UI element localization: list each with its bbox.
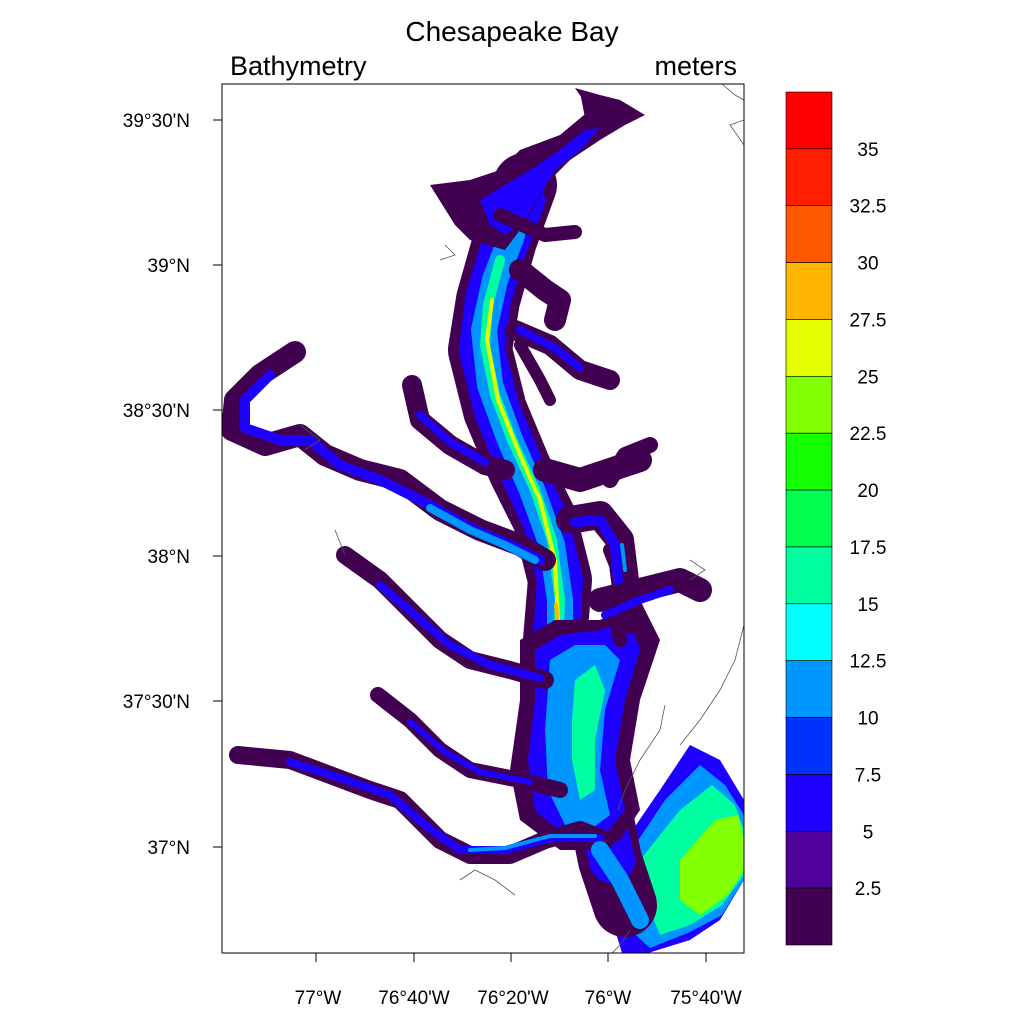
lat-label: 37°N bbox=[148, 838, 190, 859]
bathymetry-field bbox=[222, 88, 744, 953]
colorbar-label: 5 bbox=[863, 822, 874, 843]
colorbar-label: 10 bbox=[857, 709, 878, 730]
colorbar-box bbox=[785, 660, 833, 718]
colorbar-box bbox=[785, 546, 833, 605]
patuxent-river-mid bbox=[416, 411, 489, 466]
colorbar-label: 27.5 bbox=[850, 310, 887, 331]
lat-labels: 39°30'N 39°N 38°30'N 38°N 37°30'N 37°N bbox=[123, 111, 190, 859]
colorbar-box bbox=[785, 830, 833, 889]
potomac-river-channel bbox=[426, 504, 539, 564]
lon-ticks bbox=[315, 953, 707, 962]
york-river-mid bbox=[407, 719, 533, 785]
colorbar-box bbox=[785, 262, 833, 320]
right-subtitle: meters bbox=[654, 51, 737, 81]
colorbar-label: 32.5 bbox=[850, 197, 887, 218]
coastline-west-5 bbox=[689, 559, 706, 581]
coastline bbox=[299, 84, 744, 953]
eastern-trib-6 bbox=[602, 437, 658, 488]
coastline-west-3 bbox=[459, 869, 516, 896]
eastern-trib-7 bbox=[493, 208, 582, 242]
colorbar-labels: 35 32.5 30 27.5 25 22.5 20 17.5 15 12.5 10 7.5 5 2.5 bbox=[850, 140, 887, 900]
coastline-west-1 bbox=[334, 529, 346, 556]
map-title: Chesapeake Bay bbox=[405, 16, 619, 47]
lon-label: 75°40'W bbox=[670, 988, 741, 1009]
coastline-south-west bbox=[617, 704, 666, 811]
coastline-east-upper bbox=[721, 84, 744, 101]
eastern-trib-8 bbox=[514, 339, 556, 406]
rappahannock-river-shallow bbox=[336, 546, 554, 689]
colorbar-box bbox=[785, 91, 833, 150]
colorbar-label: 20 bbox=[857, 481, 878, 502]
colorbar-box bbox=[785, 887, 833, 946]
colorbar-label: 7.5 bbox=[855, 765, 881, 786]
colorbar-label: 35 bbox=[857, 140, 878, 161]
lat-label: 38°N bbox=[148, 547, 190, 568]
western-rivers bbox=[222, 341, 649, 929]
lat-label: 37°30'N bbox=[123, 692, 190, 713]
james-river-channel bbox=[468, 834, 597, 852]
colorbar bbox=[785, 91, 833, 946]
colorbar-label: 15 bbox=[857, 595, 878, 616]
lon-label: 77°W bbox=[295, 988, 342, 1009]
colorbar-box bbox=[785, 774, 833, 832]
lon-label: 76°W bbox=[585, 988, 632, 1009]
eastern-trib-1 bbox=[509, 259, 571, 331]
colorbar-box bbox=[785, 148, 833, 207]
lower-bay-deep bbox=[572, 665, 605, 800]
colorbar-label: 25 bbox=[857, 367, 878, 388]
upper-bay-cove bbox=[580, 92, 612, 125]
colorbar-label: 22.5 bbox=[850, 424, 887, 445]
colorbar-label: 12.5 bbox=[850, 652, 887, 673]
eastern-tributaries bbox=[493, 208, 712, 647]
lat-label: 39°30'N bbox=[123, 111, 190, 132]
bay-mouth-channel bbox=[591, 841, 649, 929]
upper-bay-head-mid bbox=[480, 128, 600, 235]
lat-label: 38°30'N bbox=[123, 401, 190, 422]
colorbar-box bbox=[785, 432, 833, 491]
rappahannock-river-mid bbox=[376, 581, 544, 682]
coastline-east-lower bbox=[679, 624, 744, 746]
eastern-trib-2-mid bbox=[516, 326, 584, 372]
lat-label: 39°N bbox=[148, 256, 190, 277]
eastern-trib-4-mid bbox=[570, 515, 623, 585]
colorbar-label: 30 bbox=[857, 254, 878, 275]
colorbar-box bbox=[785, 717, 833, 775]
coastline-bay-mouth bbox=[611, 929, 631, 953]
colorbar-box bbox=[785, 489, 833, 548]
lon-label: 76°40'W bbox=[378, 988, 449, 1009]
eastern-trib-5-mid bbox=[601, 586, 674, 619]
lon-label: 76°20'W bbox=[477, 988, 548, 1009]
plot-frame bbox=[221, 83, 745, 954]
colorbar-label: 2.5 bbox=[855, 879, 881, 900]
left-subtitle: Bathymetry bbox=[230, 51, 367, 81]
coastline-west-2 bbox=[299, 424, 321, 451]
colorbar-box bbox=[785, 376, 833, 434]
ocean-fan-deep bbox=[680, 815, 744, 915]
colorbar-label: 17.5 bbox=[850, 538, 887, 559]
colorbar-box bbox=[785, 205, 833, 263]
colorbar-box bbox=[785, 319, 833, 377]
colorbar-box bbox=[785, 603, 833, 661]
coastline-east-mid bbox=[729, 119, 744, 146]
lat-ticks bbox=[213, 119, 222, 848]
lon-labels: 77°W 76°40'W 76°20'W 76°W 75°40'W bbox=[295, 988, 742, 1009]
eastern-trib-4-channel bbox=[620, 543, 627, 572]
coastline-west-4 bbox=[439, 244, 456, 261]
